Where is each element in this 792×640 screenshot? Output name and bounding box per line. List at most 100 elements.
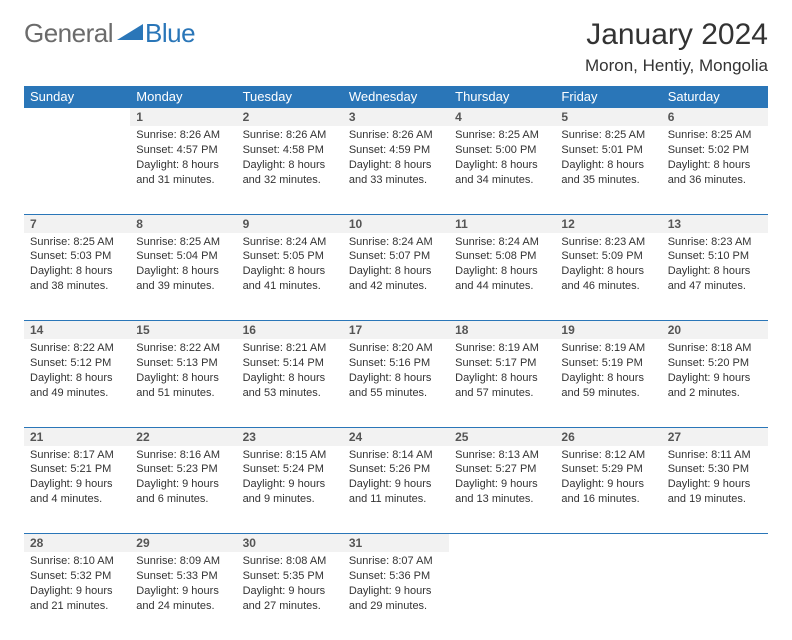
sunset-text: Sunset: 5:01 PM: [561, 143, 655, 158]
sunset-text: Sunset: 4:59 PM: [349, 143, 443, 158]
daylight-text: Daylight: 8 hours and 38 minutes.: [30, 264, 124, 294]
sunset-text: Sunset: 5:23 PM: [136, 462, 230, 477]
sunset-text: Sunset: 5:21 PM: [30, 462, 124, 477]
sunrise-text: Sunrise: 8:23 AM: [668, 235, 762, 250]
day-number-cell: 21: [24, 427, 130, 446]
day-content-cell: Sunrise: 8:14 AMSunset: 5:26 PMDaylight:…: [343, 446, 449, 534]
sunset-text: Sunset: 5:13 PM: [136, 356, 230, 371]
day-number-cell: 1: [130, 108, 236, 127]
daylight-text: Daylight: 8 hours and 53 minutes.: [243, 371, 337, 401]
day-number-cell: 23: [237, 427, 343, 446]
day-number-cell: 28: [24, 534, 130, 553]
day-number-cell: [555, 534, 661, 553]
day-content-cell: Sunrise: 8:25 AMSunset: 5:04 PMDaylight:…: [130, 233, 236, 321]
sunset-text: Sunset: 5:20 PM: [668, 356, 762, 371]
sunrise-text: Sunrise: 8:21 AM: [243, 341, 337, 356]
daylight-text: Daylight: 8 hours and 57 minutes.: [455, 371, 549, 401]
sunset-text: Sunset: 5:04 PM: [136, 249, 230, 264]
day-content-cell: Sunrise: 8:13 AMSunset: 5:27 PMDaylight:…: [449, 446, 555, 534]
day-number-cell: 12: [555, 214, 661, 233]
sunset-text: Sunset: 5:27 PM: [455, 462, 549, 477]
day-content-cell: Sunrise: 8:23 AMSunset: 5:09 PMDaylight:…: [555, 233, 661, 321]
sunrise-text: Sunrise: 8:11 AM: [668, 448, 762, 463]
sunset-text: Sunset: 5:36 PM: [349, 569, 443, 584]
daylight-text: Daylight: 8 hours and 32 minutes.: [243, 158, 337, 188]
daylight-text: Daylight: 8 hours and 42 minutes.: [349, 264, 443, 294]
sunrise-text: Sunrise: 8:26 AM: [136, 128, 230, 143]
sunset-text: Sunset: 5:07 PM: [349, 249, 443, 264]
daylight-text: Daylight: 8 hours and 47 minutes.: [668, 264, 762, 294]
day-number-cell: [662, 534, 768, 553]
weekday-header: Wednesday: [343, 86, 449, 108]
day-content-cell: [555, 552, 661, 640]
logo: General Blue: [24, 18, 195, 49]
day-number-cell: 10: [343, 214, 449, 233]
day-content-cell: Sunrise: 8:25 AMSunset: 5:01 PMDaylight:…: [555, 126, 661, 214]
day-content-cell: Sunrise: 8:19 AMSunset: 5:19 PMDaylight:…: [555, 339, 661, 427]
weekday-header: Thursday: [449, 86, 555, 108]
day-number-cell: 15: [130, 321, 236, 340]
day-content-cell: Sunrise: 8:11 AMSunset: 5:30 PMDaylight:…: [662, 446, 768, 534]
content-row: Sunrise: 8:22 AMSunset: 5:12 PMDaylight:…: [24, 339, 768, 427]
weekday-header: Friday: [555, 86, 661, 108]
sunrise-text: Sunrise: 8:19 AM: [561, 341, 655, 356]
day-content-cell: Sunrise: 8:26 AMSunset: 4:57 PMDaylight:…: [130, 126, 236, 214]
day-content-cell: Sunrise: 8:20 AMSunset: 5:16 PMDaylight:…: [343, 339, 449, 427]
sunrise-text: Sunrise: 8:20 AM: [349, 341, 443, 356]
daylight-text: Daylight: 8 hours and 31 minutes.: [136, 158, 230, 188]
sunset-text: Sunset: 5:26 PM: [349, 462, 443, 477]
daylight-text: Daylight: 9 hours and 11 minutes.: [349, 477, 443, 507]
daylight-text: Daylight: 9 hours and 19 minutes.: [668, 477, 762, 507]
calendar-table: SundayMondayTuesdayWednesdayThursdayFrid…: [24, 86, 768, 640]
sunrise-text: Sunrise: 8:08 AM: [243, 554, 337, 569]
day-content-cell: Sunrise: 8:10 AMSunset: 5:32 PMDaylight:…: [24, 552, 130, 640]
daynum-row: 21222324252627: [24, 427, 768, 446]
weekday-header-row: SundayMondayTuesdayWednesdayThursdayFrid…: [24, 86, 768, 108]
day-content-cell: Sunrise: 8:24 AMSunset: 5:08 PMDaylight:…: [449, 233, 555, 321]
location: Moron, Hentiy, Mongolia: [585, 56, 768, 76]
day-number-cell: 2: [237, 108, 343, 127]
day-number-cell: 27: [662, 427, 768, 446]
day-content-cell: Sunrise: 8:26 AMSunset: 4:58 PMDaylight:…: [237, 126, 343, 214]
day-content-cell: Sunrise: 8:24 AMSunset: 5:07 PMDaylight:…: [343, 233, 449, 321]
daylight-text: Daylight: 9 hours and 21 minutes.: [30, 584, 124, 614]
sunset-text: Sunset: 5:17 PM: [455, 356, 549, 371]
daylight-text: Daylight: 8 hours and 36 minutes.: [668, 158, 762, 188]
logo-text-blue: Blue: [145, 18, 195, 49]
daylight-text: Daylight: 9 hours and 13 minutes.: [455, 477, 549, 507]
sunrise-text: Sunrise: 8:07 AM: [349, 554, 443, 569]
day-number-cell: 19: [555, 321, 661, 340]
sunrise-text: Sunrise: 8:14 AM: [349, 448, 443, 463]
sunset-text: Sunset: 5:24 PM: [243, 462, 337, 477]
day-content-cell: [24, 126, 130, 214]
sunrise-text: Sunrise: 8:24 AM: [455, 235, 549, 250]
sunset-text: Sunset: 5:29 PM: [561, 462, 655, 477]
day-content-cell: Sunrise: 8:22 AMSunset: 5:13 PMDaylight:…: [130, 339, 236, 427]
day-content-cell: [449, 552, 555, 640]
daylight-text: Daylight: 9 hours and 24 minutes.: [136, 584, 230, 614]
day-number-cell: 31: [343, 534, 449, 553]
sunrise-text: Sunrise: 8:25 AM: [455, 128, 549, 143]
sunrise-text: Sunrise: 8:18 AM: [668, 341, 762, 356]
sunset-text: Sunset: 5:16 PM: [349, 356, 443, 371]
day-content-cell: Sunrise: 8:09 AMSunset: 5:33 PMDaylight:…: [130, 552, 236, 640]
daylight-text: Daylight: 8 hours and 55 minutes.: [349, 371, 443, 401]
day-number-cell: 9: [237, 214, 343, 233]
day-number-cell: 5: [555, 108, 661, 127]
weekday-header: Saturday: [662, 86, 768, 108]
daylight-text: Daylight: 8 hours and 39 minutes.: [136, 264, 230, 294]
header: General Blue January 2024 Moron, Hentiy,…: [24, 18, 768, 76]
content-row: Sunrise: 8:26 AMSunset: 4:57 PMDaylight:…: [24, 126, 768, 214]
sunset-text: Sunset: 5:10 PM: [668, 249, 762, 264]
sunrise-text: Sunrise: 8:26 AM: [349, 128, 443, 143]
weekday-header: Sunday: [24, 86, 130, 108]
sunrise-text: Sunrise: 8:16 AM: [136, 448, 230, 463]
content-row: Sunrise: 8:10 AMSunset: 5:32 PMDaylight:…: [24, 552, 768, 640]
sunset-text: Sunset: 5:05 PM: [243, 249, 337, 264]
sunrise-text: Sunrise: 8:23 AM: [561, 235, 655, 250]
daylight-text: Daylight: 9 hours and 2 minutes.: [668, 371, 762, 401]
sunrise-text: Sunrise: 8:15 AM: [243, 448, 337, 463]
day-content-cell: Sunrise: 8:17 AMSunset: 5:21 PMDaylight:…: [24, 446, 130, 534]
day-content-cell: Sunrise: 8:23 AMSunset: 5:10 PMDaylight:…: [662, 233, 768, 321]
sunrise-text: Sunrise: 8:25 AM: [668, 128, 762, 143]
